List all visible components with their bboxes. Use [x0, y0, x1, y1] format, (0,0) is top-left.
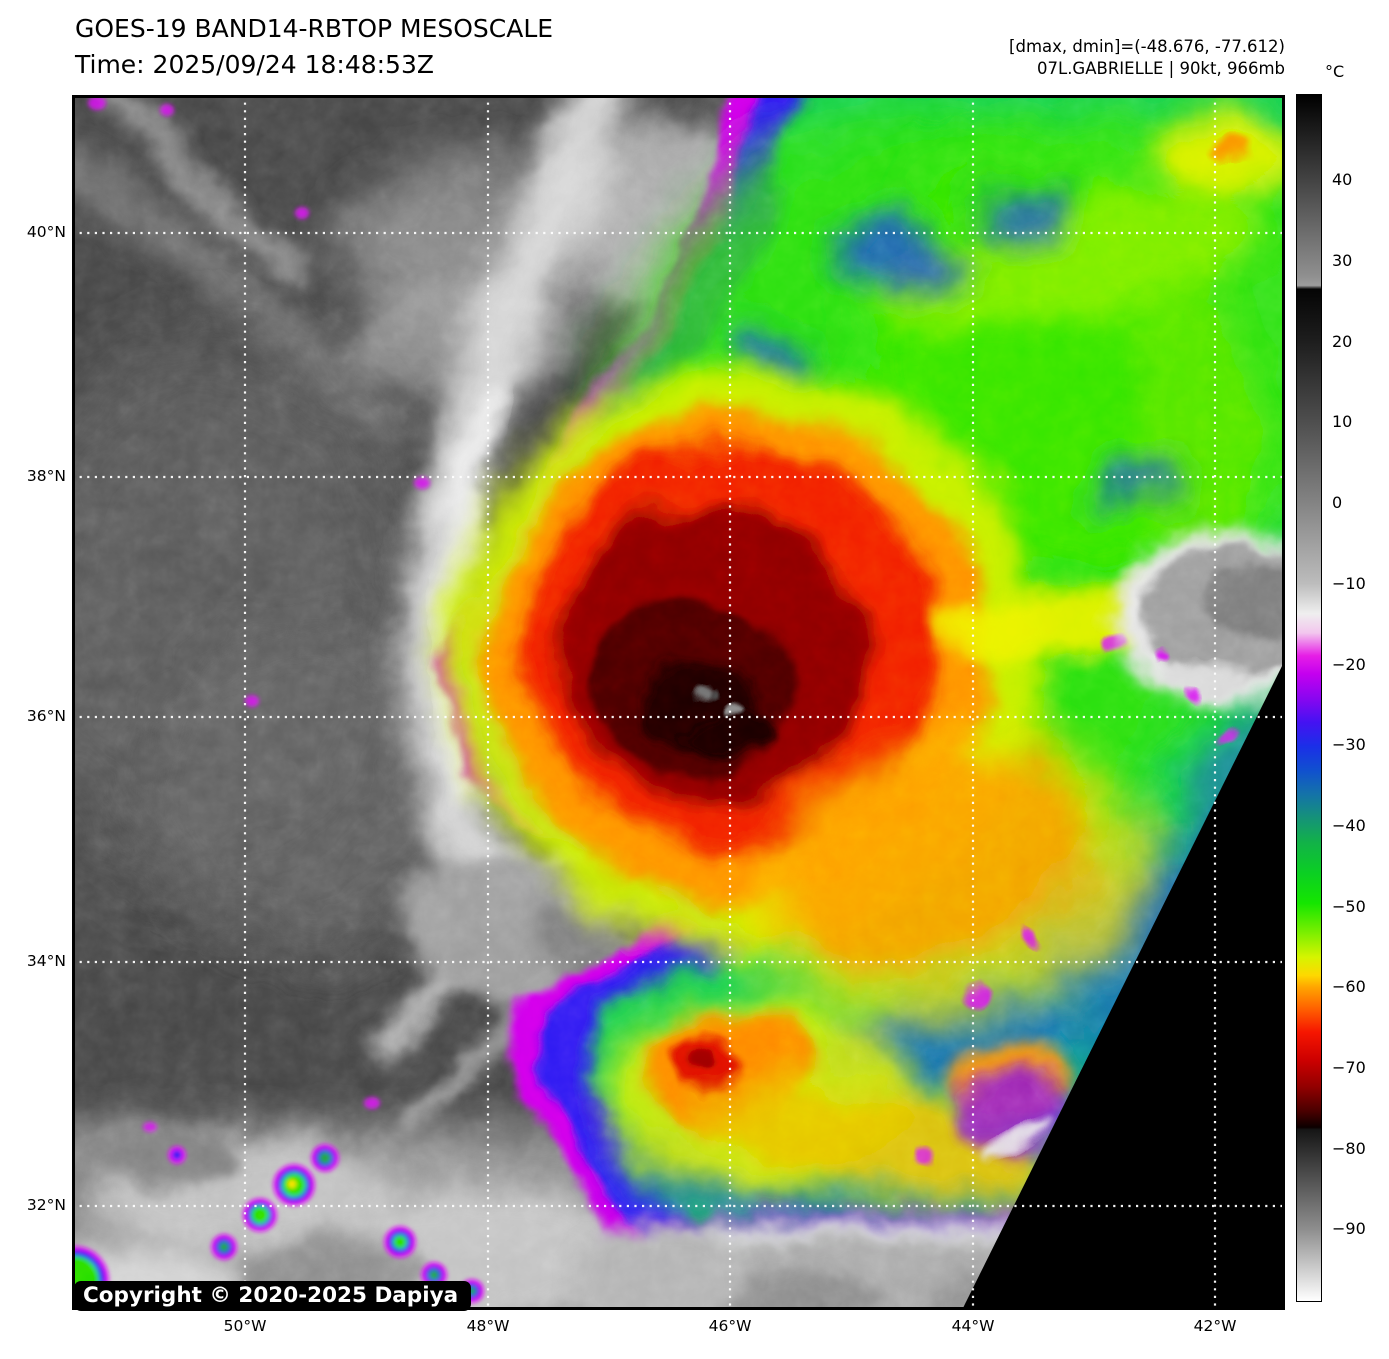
colorbar-tick-label: 40 [1332, 170, 1353, 190]
colorbar-tick-label: −70 [1332, 1057, 1366, 1077]
satellite-imagery-canvas [72, 95, 1285, 1310]
colorbar-unit-label: °C [1325, 62, 1345, 81]
latitude-label: 36°N [26, 707, 66, 725]
colorbar-tick-label: −40 [1332, 815, 1366, 835]
storm-info-annotation: 07L.GABRIELLE | 90kt, 966mb [1037, 59, 1285, 78]
colorbar-tick-label: −90 [1332, 1219, 1366, 1239]
colorbar-tick-label: −60 [1332, 977, 1366, 997]
colorbar-tick-label: 0 [1332, 493, 1343, 513]
satellite-map [72, 95, 1285, 1310]
latitude-label: 38°N [26, 467, 66, 485]
timestamp: Time: 2025/09/24 18:48:53Z [75, 50, 434, 79]
page-title: GOES-19 BAND14-RBTOP MESOSCALE [75, 14, 554, 43]
longitude-label: 44°W [951, 1317, 995, 1335]
colorbar-tick-label: −80 [1332, 1138, 1366, 1158]
longitude-label: 50°W [223, 1317, 267, 1335]
colorbar [1296, 94, 1322, 1302]
colorbar-tick-label: 30 [1332, 251, 1353, 271]
copyright-badge: Copyright © 2020-2025 Dapiya [74, 1281, 472, 1311]
dmax-dmin-annotation: [dmax, dmin]=(-48.676, -77.612) [1009, 37, 1285, 56]
longitude-label: 46°W [708, 1317, 752, 1335]
latitude-label: 32°N [26, 1196, 66, 1214]
colorbar-tick-label: 20 [1332, 331, 1353, 351]
colorbar-tick-label: −20 [1332, 654, 1366, 674]
colorbar-tick-label: 10 [1332, 412, 1353, 432]
longitude-label: 48°W [466, 1317, 510, 1335]
latitude-label: 40°N [26, 223, 66, 241]
latitude-label: 34°N [26, 952, 66, 970]
colorbar-tick-label: −50 [1332, 896, 1366, 916]
map-border [72, 95, 1285, 1310]
lat-lon-graticule [72, 95, 1285, 1310]
off-scan-limb-triangle [962, 660, 1285, 1310]
longitude-label: 42°W [1193, 1317, 1237, 1335]
colorbar-tick-label: −10 [1332, 573, 1366, 593]
colorbar-tick-label: −30 [1332, 735, 1366, 755]
